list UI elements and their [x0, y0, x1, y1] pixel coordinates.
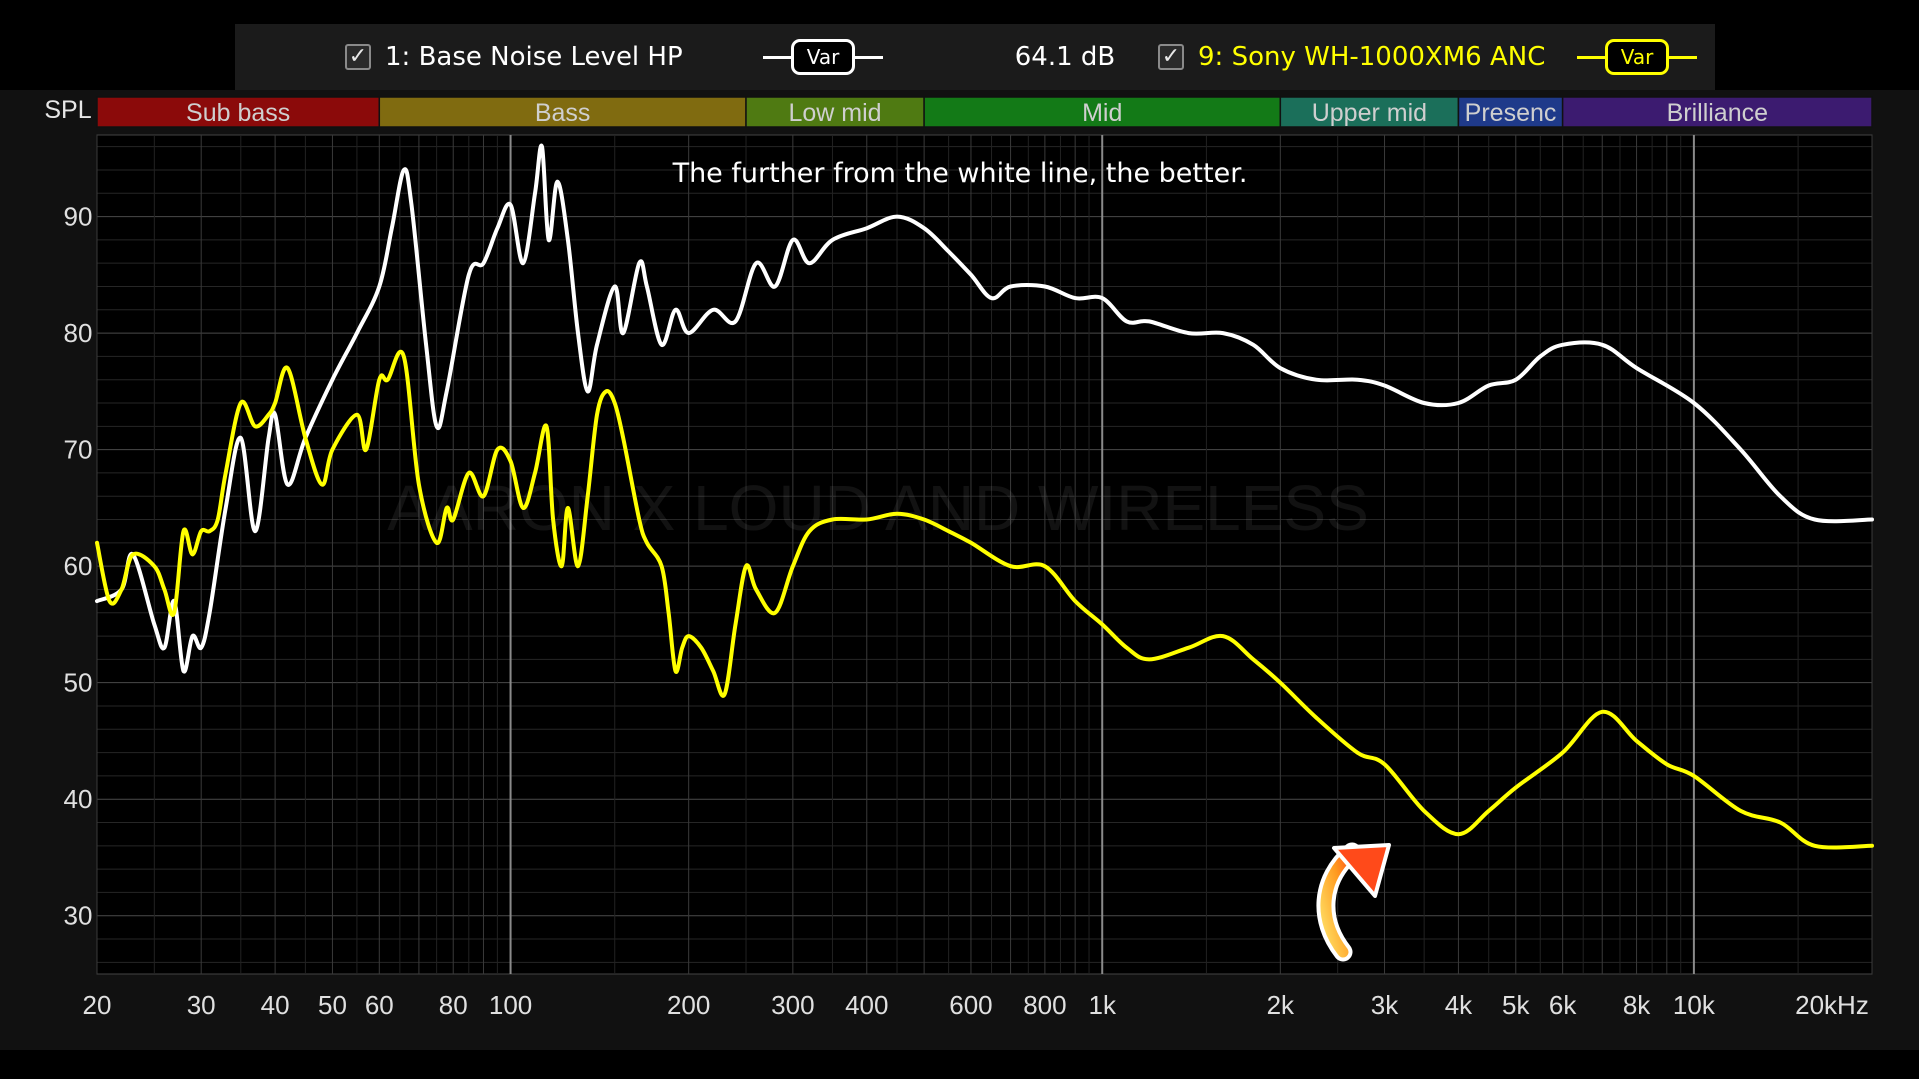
x-tick-label: 2k	[1267, 990, 1295, 1020]
trace2-checkbox[interactable]: ✓	[1158, 44, 1184, 70]
trace2-var-button[interactable]: Var	[1577, 24, 1697, 90]
plot-area	[96, 134, 1873, 975]
band-label-mid: Mid	[1082, 99, 1122, 127]
band-label-presenc: Presenc	[1465, 99, 1557, 127]
y-tick-label: 70	[64, 435, 93, 465]
y-tick-label: 90	[64, 202, 93, 232]
series-line-2	[95, 350, 1874, 850]
trace2-entry[interactable]: ✓ 9: Sony WH-1000XM6 ANC	[1158, 24, 1545, 90]
y-tick-label: 60	[64, 551, 93, 581]
band-label-low-mid: Low mid	[789, 99, 882, 127]
x-tick-label: 60	[365, 990, 394, 1020]
x-tick-labels: 20 30 40 50 60 80 100 200 300 400 600 800 1k 2k 3k 4k 5k…	[83, 990, 1869, 1020]
trace2-var-label: Var	[1605, 39, 1669, 75]
x-tick-label: 5k	[1502, 990, 1530, 1020]
series-lines	[95, 143, 1874, 850]
level-readout: 64.1 dB	[1014, 42, 1116, 72]
frequency-bands: Sub bass Bass Low mid Mid Upper mid Presenc Br…	[96, 96, 1873, 128]
band-label-brilliance: Brilliance	[1667, 99, 1768, 127]
band-low-mid	[745, 96, 925, 128]
band-sub-bass	[96, 96, 381, 128]
x-tick-label: 3k	[1371, 990, 1399, 1020]
y-tick-label: 40	[64, 784, 93, 814]
series-line-1	[95, 143, 1874, 674]
trace1-var-button[interactable]: Var	[763, 24, 883, 90]
x-tick-label: 800	[1023, 990, 1066, 1020]
x-tick-label: 6k	[1549, 990, 1577, 1020]
x-tick-label: 20	[83, 990, 112, 1020]
x-tick-label: 30	[187, 990, 216, 1020]
x-tick-label: 40	[261, 990, 290, 1020]
x-tick-label: 100	[489, 990, 532, 1020]
band-label-sub-bass: Sub bass	[186, 99, 290, 127]
x-tick-label: 80	[439, 990, 468, 1020]
spl-chart: Sub bass Bass Low mid Mid Upper mid Presenc Br…	[0, 90, 1919, 1050]
x-tick-label: 50	[318, 990, 347, 1020]
y-tick-label: 80	[64, 318, 93, 348]
x-tick-label: 600	[949, 990, 992, 1020]
trace1-var-label: Var	[791, 39, 855, 75]
x-tick-label: 20kHz	[1795, 990, 1869, 1020]
y-tick-label: 30	[64, 901, 93, 931]
legend-toolbar: ✓ 1: Base Noise Level HP Var 64.1 dB ✓ 9…	[235, 24, 1715, 90]
band-upper-mid	[1279, 96, 1460, 128]
x-tick-label: 300	[771, 990, 814, 1020]
x-tick-label: 200	[667, 990, 710, 1020]
y-tick-label: 50	[64, 668, 93, 698]
x-tick-label: 10k	[1673, 990, 1716, 1020]
x-tick-label: 8k	[1623, 990, 1651, 1020]
trace1-entry[interactable]: ✓ 1: Base Noise Level HP	[345, 24, 683, 90]
band-label-upper-mid: Upper mid	[1312, 99, 1427, 127]
y-axis-label: SPL	[44, 96, 91, 124]
band-presenc	[1457, 96, 1564, 128]
trace1-label: 1: Base Noise Level HP	[385, 42, 683, 72]
band-mid	[923, 96, 1282, 128]
x-tick-label: 400	[845, 990, 888, 1020]
x-tick-label: 1k	[1088, 990, 1116, 1020]
x-tick-label: 4k	[1445, 990, 1473, 1020]
trace2-label: 9: Sony WH-1000XM6 ANC	[1198, 42, 1546, 72]
trace1-checkbox[interactable]: ✓	[345, 44, 371, 70]
y-tick-labels: 30 40 50 60 70 80 90	[64, 202, 93, 931]
chart-annotation: The further from the white line, the bet…	[672, 158, 1248, 189]
arrow-icon	[1316, 842, 1391, 962]
band-brilliance	[1561, 96, 1873, 128]
band-label-bass: Bass	[535, 99, 591, 127]
band-bass	[378, 96, 747, 128]
